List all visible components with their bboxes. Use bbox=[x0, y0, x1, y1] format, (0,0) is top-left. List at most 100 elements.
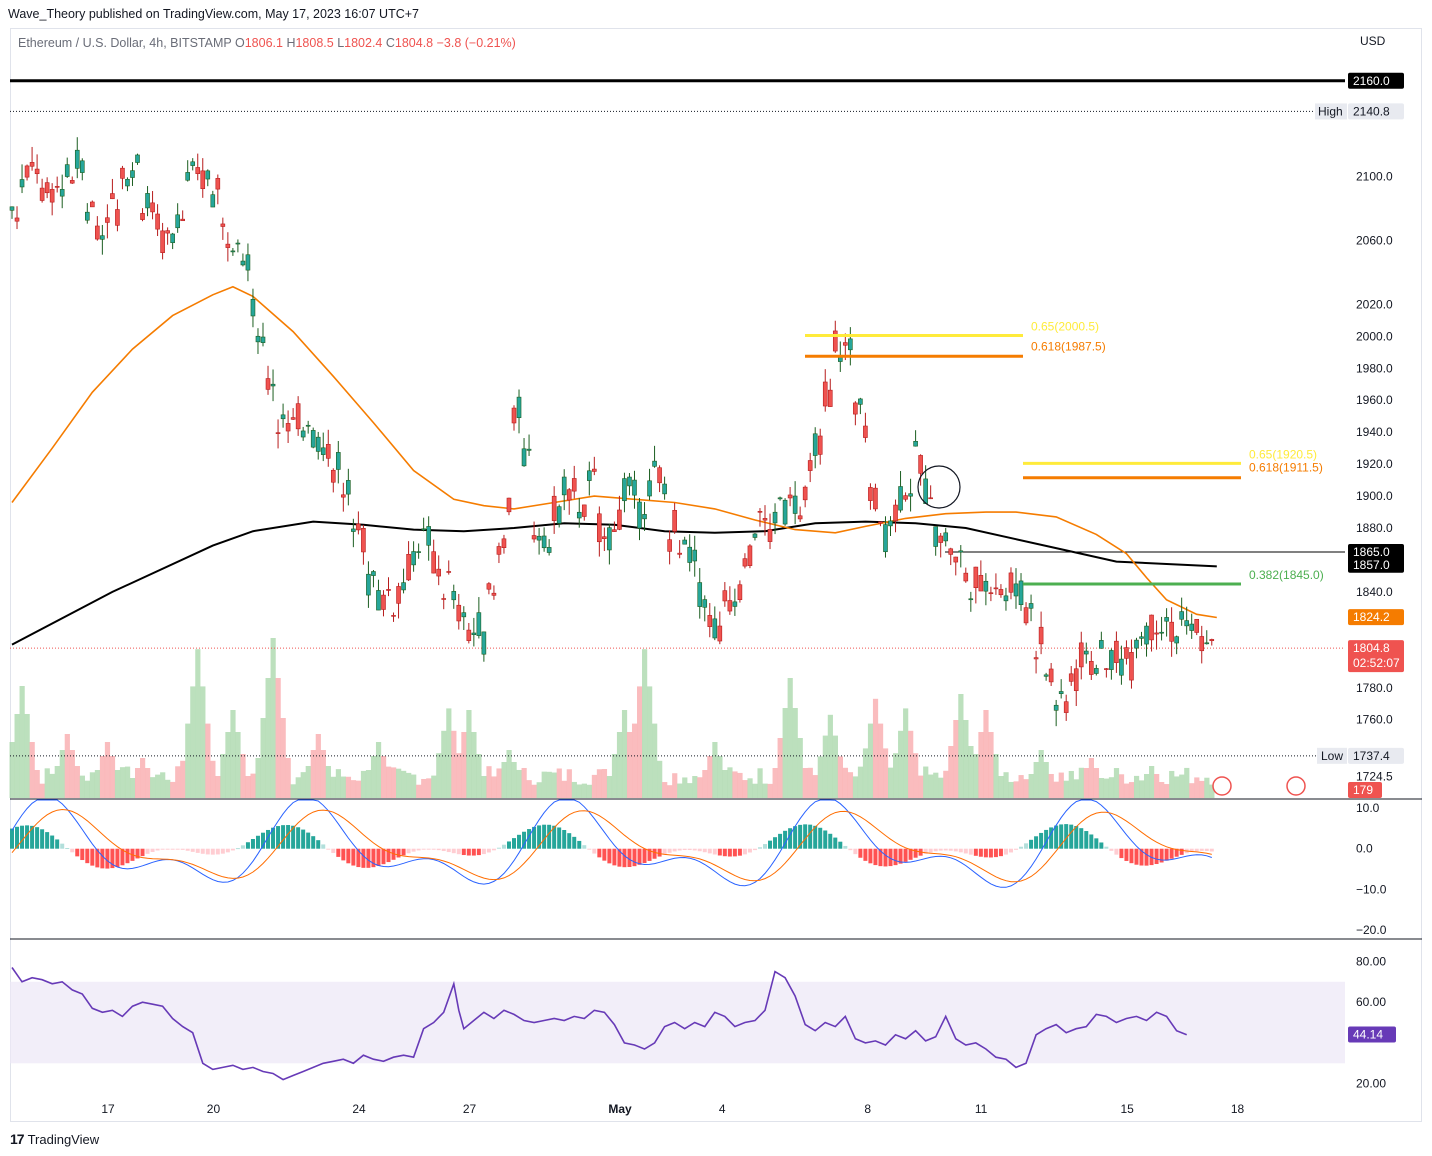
candle-body bbox=[752, 533, 758, 538]
macd-histogram-bar bbox=[1019, 846, 1024, 849]
candle-body bbox=[827, 389, 833, 407]
volume-bar bbox=[958, 694, 964, 798]
candle-body bbox=[597, 513, 602, 543]
macd-histogram-bar bbox=[125, 848, 130, 864]
candle-body bbox=[69, 180, 75, 184]
volume-bar bbox=[245, 776, 251, 798]
volume-bar bbox=[702, 770, 708, 798]
candle-body bbox=[130, 170, 135, 178]
candle-body bbox=[140, 213, 145, 220]
candle-body bbox=[396, 586, 401, 604]
macd-histogram-bar bbox=[311, 836, 316, 849]
macd-histogram-bar bbox=[266, 829, 271, 849]
high-label-bg bbox=[1315, 103, 1347, 120]
candle-body bbox=[34, 168, 40, 175]
macd-histogram-bar bbox=[888, 848, 893, 867]
macd-histogram-bar bbox=[592, 848, 597, 854]
x-tick-label: 27 bbox=[463, 1102, 477, 1116]
volume-bar bbox=[1053, 781, 1059, 798]
macd-histogram-bar bbox=[1119, 848, 1124, 859]
volume-bar bbox=[84, 780, 90, 798]
volume-bar bbox=[1073, 779, 1079, 798]
volume-bar bbox=[285, 758, 291, 798]
macd-histogram-bar bbox=[341, 848, 346, 861]
candle-body bbox=[411, 551, 416, 566]
macd-histogram-bar bbox=[808, 824, 813, 849]
volume-bar bbox=[345, 776, 352, 798]
macd-histogram-bar bbox=[732, 848, 737, 857]
macd-histogram-bar bbox=[757, 847, 762, 849]
macd-histogram-bar bbox=[80, 848, 85, 861]
candle-body bbox=[617, 509, 622, 530]
macd-histogram-bar bbox=[1159, 848, 1164, 863]
candle-body bbox=[576, 511, 582, 519]
candle-body bbox=[1179, 611, 1184, 620]
macd-histogram-bar bbox=[140, 848, 145, 857]
volume-bar bbox=[1118, 774, 1125, 798]
macd-histogram-bar bbox=[235, 848, 240, 850]
volume-bar bbox=[601, 769, 608, 798]
volume-bar bbox=[948, 746, 954, 798]
candle-body bbox=[712, 618, 718, 639]
candle-body bbox=[647, 480, 652, 497]
candle-body bbox=[556, 506, 562, 524]
candle-body bbox=[697, 582, 703, 607]
candle-body bbox=[195, 167, 201, 174]
macd-histogram-bar bbox=[501, 844, 506, 849]
candle-body bbox=[275, 432, 281, 434]
volume-bar bbox=[250, 773, 256, 798]
candle-body bbox=[79, 160, 85, 173]
candle-body bbox=[772, 511, 778, 524]
candle-body bbox=[933, 526, 938, 547]
volume-bar bbox=[365, 770, 372, 798]
high-value-tag: 2140.8 bbox=[1353, 104, 1390, 118]
candle-body bbox=[657, 467, 662, 484]
macd-histogram-bar bbox=[577, 840, 582, 849]
macd-histogram-bar bbox=[873, 848, 878, 866]
candle-body bbox=[983, 580, 989, 592]
macd-histogram-bar bbox=[707, 848, 712, 854]
candle-body bbox=[1204, 642, 1210, 645]
candle-body bbox=[973, 566, 979, 588]
volume-bar bbox=[626, 732, 633, 798]
macd-histogram-bar bbox=[993, 848, 998, 858]
candle-body bbox=[1018, 580, 1024, 606]
candle-body bbox=[90, 201, 95, 208]
macd-histogram-bar bbox=[968, 848, 973, 855]
macd-histogram-bar bbox=[100, 848, 105, 869]
price-tick-label: 1980.0 bbox=[1356, 361, 1393, 375]
macd-histogram-bar bbox=[958, 848, 963, 853]
candle-body bbox=[496, 546, 502, 555]
candle-body bbox=[74, 149, 80, 169]
tradingview-logo-icon: 17 bbox=[10, 1131, 25, 1147]
macd-histogram-bar bbox=[446, 848, 451, 853]
volume-bar bbox=[852, 776, 859, 798]
volume-bar bbox=[1083, 768, 1089, 798]
macd-histogram-bar bbox=[135, 848, 140, 859]
macd-histogram-bar bbox=[401, 848, 406, 856]
candle-body bbox=[707, 615, 713, 627]
x-tick-label: 24 bbox=[352, 1102, 366, 1116]
macd-histogram-bar bbox=[547, 824, 552, 849]
volume-bar bbox=[591, 774, 598, 798]
macd-histogram-bar bbox=[752, 848, 757, 851]
volume-bar bbox=[1159, 782, 1165, 798]
macd-histogram-bar bbox=[973, 848, 978, 856]
ema200-tag-bg bbox=[1348, 556, 1404, 573]
volume-bar bbox=[847, 772, 854, 798]
volume-bar bbox=[1098, 778, 1105, 798]
candle-body bbox=[662, 483, 667, 495]
volume-bar bbox=[325, 766, 331, 798]
volume-bar bbox=[1149, 766, 1155, 798]
volume-bar bbox=[822, 735, 828, 798]
macd-line bbox=[11, 799, 1212, 888]
volume-bar bbox=[506, 750, 512, 798]
macd-histogram-bar bbox=[15, 826, 20, 849]
macd-histogram-bar bbox=[396, 848, 401, 858]
low-label-bg bbox=[1317, 747, 1347, 764]
candle-body bbox=[717, 625, 723, 642]
rsi-tick-label: 60.00 bbox=[1356, 995, 1386, 1009]
candle-body bbox=[672, 509, 677, 532]
macd-histogram-bar bbox=[1204, 848, 1209, 851]
